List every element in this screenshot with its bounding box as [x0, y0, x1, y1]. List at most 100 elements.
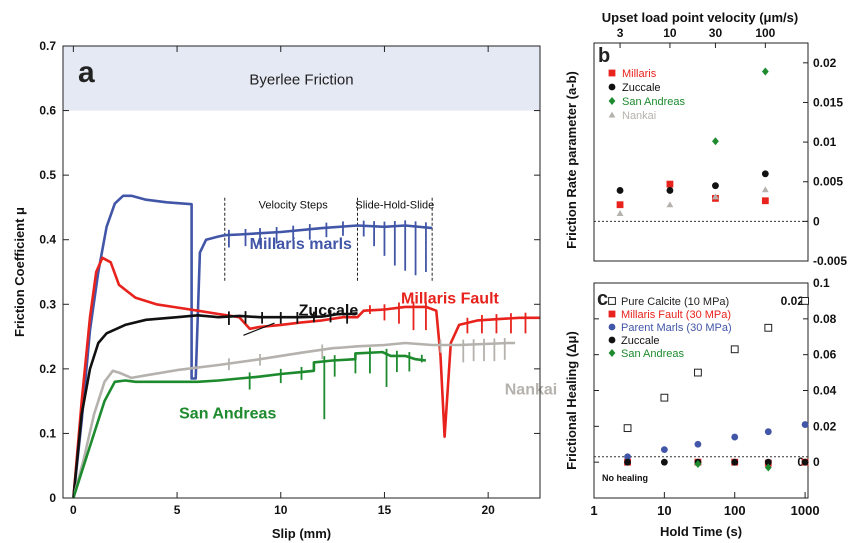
y-axis-label: Friction Rate parameter (a-b) — [564, 71, 579, 249]
data-point-millaris — [761, 197, 769, 205]
x-tick-label-top: 3 — [617, 26, 624, 40]
x-tick-label: 10 — [274, 503, 288, 517]
data-point-zuccale — [660, 458, 668, 466]
y-tick-label: 0.4 — [39, 233, 56, 247]
data-point-san-andreas — [761, 67, 769, 76]
x-axis-title-top: Upset load point velocity (μm/s) — [602, 10, 798, 25]
annotation-zuccale: Zuccale — [299, 302, 359, 319]
y-tick-label-right: 0.08 — [813, 312, 837, 326]
series-line-millaris-fault — [72, 256, 540, 499]
series-line-san-andreas — [72, 350, 427, 499]
data-point-parent-marls-30-mpa — [764, 428, 772, 436]
y-tick-label: 0 — [813, 214, 820, 228]
legend-label-pure-calcite-10-mpa: Pure Calcite (10 MPa) — [621, 296, 729, 308]
y-tick-label-right: 0 — [813, 455, 820, 469]
data-point-zuccale — [712, 182, 719, 190]
y-tick-label: 0.01 — [813, 135, 837, 149]
byerlee-label: Byerlee Friction — [249, 71, 353, 88]
y-tick-label-right: 0.04 — [813, 384, 837, 398]
y-tick-label-inner: 0 — [797, 455, 804, 469]
legend-label-san-andreas: San Andreas — [621, 348, 684, 360]
data-point-millaris — [666, 180, 674, 188]
plot-frame — [593, 42, 809, 262]
legend-marker-millaris — [608, 69, 616, 77]
legend-marker-pure-calcite-10-mpa — [608, 297, 616, 305]
data-point-millaris — [616, 201, 624, 209]
legend-marker-nankai — [608, 111, 616, 118]
x-tick-label: 20 — [481, 503, 495, 517]
legend-label-san-andreas: San Andreas — [622, 96, 685, 108]
data-point-san-andreas — [712, 137, 719, 146]
data-point-nankai — [712, 193, 719, 200]
data-point-pure-calcite-10-mpa — [660, 393, 669, 402]
data-point-zuccale — [761, 170, 769, 178]
data-point-pure-calcite-10-mpa — [764, 323, 773, 332]
legend-label-parent-marls-30-mpa: Parent Marls (30 MPa) — [621, 322, 732, 334]
series-label-san-andreas: San Andreas — [179, 406, 276, 423]
legend-label-zuccale: Zuccale — [622, 82, 661, 94]
panel-letter: a — [78, 56, 95, 89]
annotation-pointer — [243, 322, 275, 336]
x-tick-label: 1 — [590, 503, 597, 518]
byerlee-band — [63, 46, 540, 111]
y-axis-label: Frictional Healing (Δμ) — [564, 331, 579, 470]
annotation-slide-hold-slide: Slide-Hold-Slide — [355, 200, 434, 212]
y-tick-label-right: 0.06 — [813, 348, 837, 362]
panel-a-friction-vs-slip: Byerlee Friction Millaris marls Millaris F… — [12, 39, 557, 541]
data-point-zuccale — [666, 187, 674, 194]
panel-letter: c — [597, 288, 608, 310]
data-point-pure-calcite-10-mpa — [623, 424, 632, 433]
y-tick-label: 0.5 — [39, 168, 56, 182]
data-point-zuccale — [764, 458, 772, 466]
panel-b-rate-parameter: 3 10 30 100 -0.005 0 0.005 0.01 0.015 0.02 Upset l… — [564, 10, 847, 268]
y-axis-label: Friction Coefficient μ — [12, 207, 27, 337]
data-point-nankai — [666, 201, 674, 208]
panel-c-frictional-healing: 1 10 100 1000 0 0.02 0.04 0.06 0.08 0.1 0 0.02 Hold … — [564, 276, 837, 539]
data-point-pure-calcite-10-mpa — [694, 368, 702, 377]
data-point-parent-marls-30-mpa — [660, 446, 668, 454]
panel-letter: b — [598, 45, 610, 67]
x-tick-label: 100 — [724, 503, 746, 518]
x-tick-label-top: 10 — [663, 26, 677, 40]
legend-marker-millaris-fault-30-mpa — [608, 310, 616, 318]
no-healing-note: No healing — [602, 473, 648, 483]
data-point-nankai — [761, 186, 769, 193]
series-line-millaris-marls — [72, 194, 433, 499]
annotation-velocity-steps: Velocity Steps — [259, 200, 329, 212]
x-axis-label: Hold Time (s) — [660, 524, 742, 539]
data-point-pure-calcite-10-mpa — [801, 297, 809, 305]
legend-marker-san-andreas — [608, 97, 616, 105]
data-point-parent-marls-30-mpa — [694, 440, 702, 448]
data-point-nankai — [616, 210, 624, 216]
y-tick-label: 0.005 — [813, 175, 843, 189]
y-tick-label-right: 0.1 — [813, 276, 830, 290]
plot-frame — [62, 45, 541, 499]
data-point-parent-marls-30-mpa — [801, 421, 809, 428]
series-label-nankai: Nankai — [505, 382, 557, 399]
y-tick-label: 0.6 — [39, 104, 56, 118]
series-label-millaris-fault: Millaris Fault — [401, 291, 499, 308]
x-tick-label: 15 — [378, 503, 392, 517]
legend-label-zuccale: Zuccale — [621, 335, 660, 347]
x-axis-label: Slip (mm) — [272, 526, 331, 541]
legend-marker-san-andreas — [608, 349, 616, 357]
series-label-millaris-marls: Millaris marls — [250, 236, 352, 253]
data-point-zuccale — [801, 458, 809, 466]
series-line-zuccale — [72, 312, 358, 499]
x-tick-label: 0 — [70, 503, 77, 517]
data-point-pure-calcite-10-mpa — [730, 345, 739, 354]
data-point-zuccale — [616, 187, 624, 194]
data-point-san-andreas — [764, 463, 772, 472]
y-tick-label: 0.1 — [39, 426, 56, 440]
data-point-parent-marls-30-mpa — [624, 453, 631, 461]
data-point-zuccale — [624, 458, 631, 466]
legend-marker-parent-marls-30-mpa — [608, 323, 616, 331]
y-tick-label: 0.015 — [813, 95, 843, 109]
y-tick-label-inner: 0.02 — [781, 294, 805, 308]
x-tick-label-top: 100 — [755, 26, 775, 40]
x-tick-label: 5 — [174, 503, 181, 517]
x-tick-label-top: 30 — [709, 26, 723, 40]
y-tick-label: 0.02 — [813, 56, 837, 70]
x-tick-label: 1000 — [791, 503, 820, 518]
